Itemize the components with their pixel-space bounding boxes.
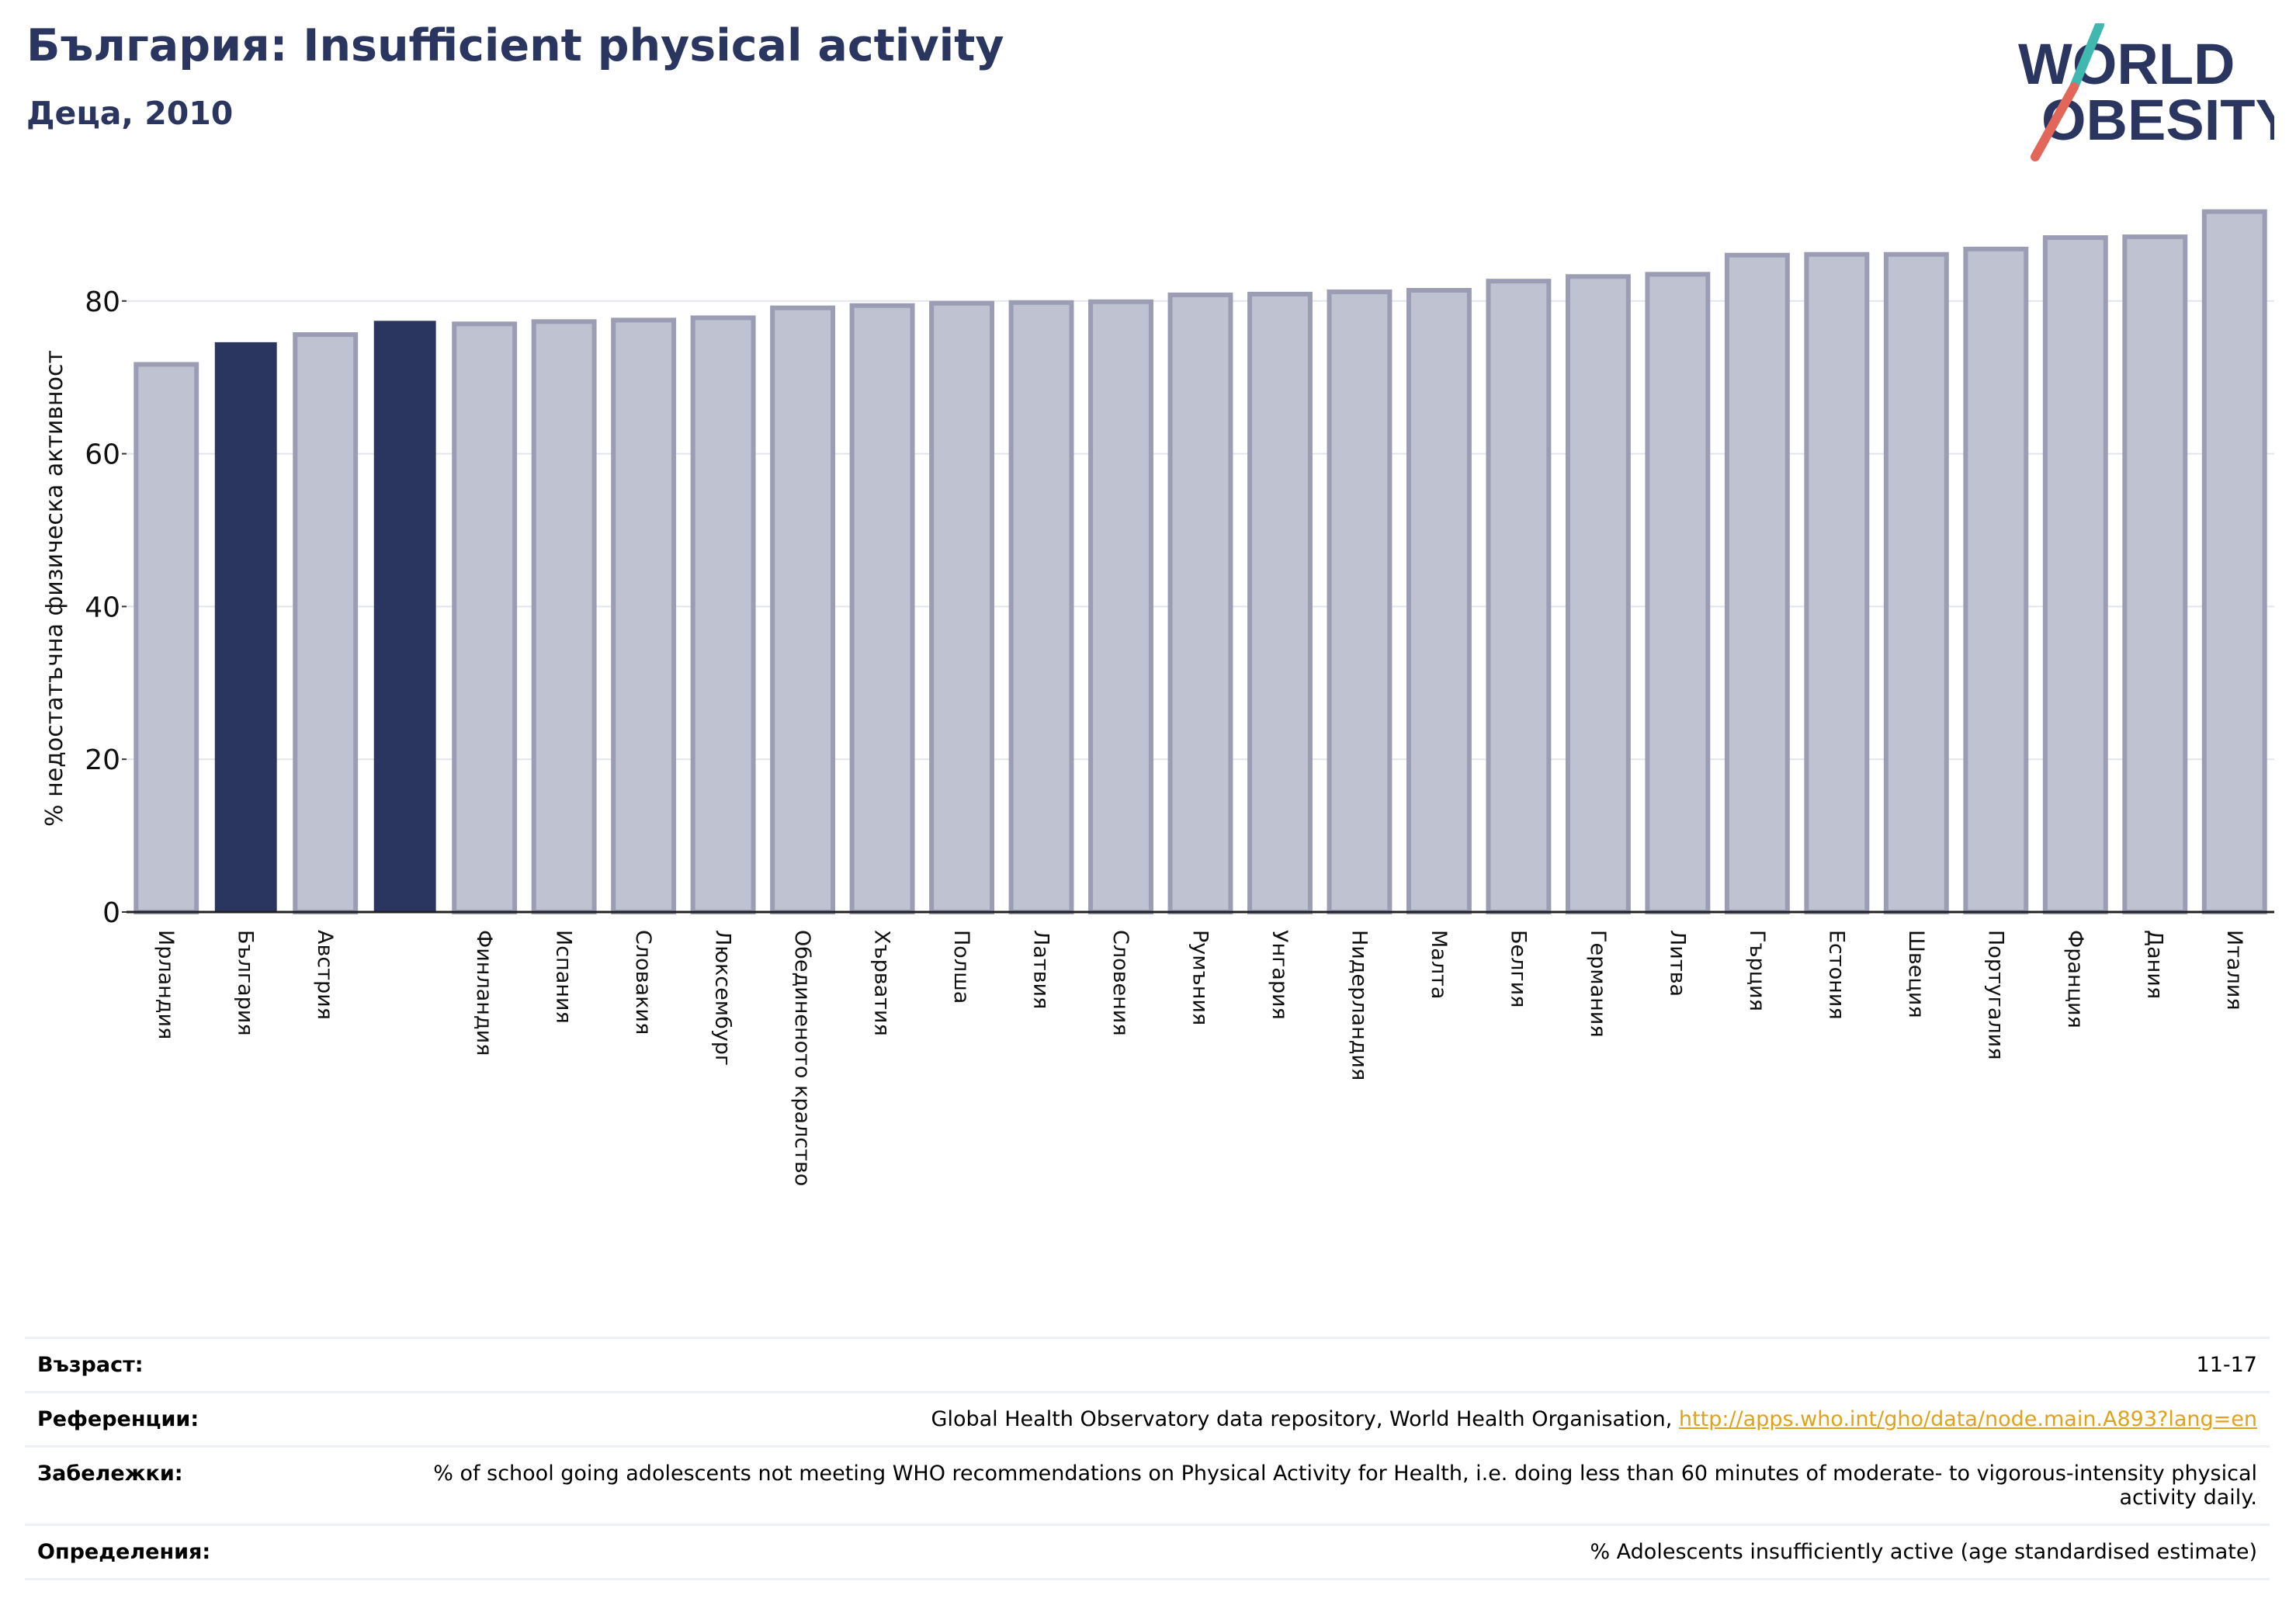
- y-tick-label: 20: [85, 744, 120, 776]
- x-tick-label: Ирландия: [154, 930, 178, 1039]
- x-tick-label: Гърция: [1745, 930, 1769, 1011]
- logo-text-obesity: OBESITY: [2041, 88, 2274, 152]
- bar: [1088, 299, 1153, 914]
- y-axis-ticks: 0 20 40 60 80: [85, 286, 127, 929]
- x-tick-label: Унгария: [1268, 930, 1292, 1020]
- bar: [2042, 235, 2108, 914]
- x-tick-label: Франция: [2063, 930, 2087, 1028]
- info-row-references: Референции: Global Health Observatory da…: [25, 1391, 2270, 1448]
- logo-slash-bottom: [2031, 82, 2079, 161]
- bar: [849, 303, 915, 914]
- x-tick-label: Швеция: [1904, 930, 1928, 1018]
- y-tick-label: 40: [85, 591, 120, 623]
- definitions-label: Определения:: [25, 1524, 376, 1580]
- info-row-age: Възраст: 11-17: [25, 1337, 2270, 1393]
- bar: [2201, 209, 2267, 914]
- bar: [1247, 291, 1313, 915]
- chart-subtitle: Деца, 2010: [26, 95, 234, 132]
- info-row-notes: Забележки: % of school going adolescents…: [25, 1445, 2270, 1526]
- x-tick-label: Португалия: [1983, 930, 2007, 1059]
- x-tick-label: Финландия: [472, 930, 496, 1056]
- x-tick-label: Словения: [1108, 930, 1132, 1036]
- references-link[interactable]: http://apps.who.int/gho/data/node.main.A…: [1678, 1407, 2257, 1431]
- x-tick-label: Нидерландия: [1347, 930, 1371, 1080]
- bar: [531, 319, 597, 915]
- x-tick-label: Латвия: [1029, 930, 1053, 1009]
- bar: [1565, 274, 1631, 914]
- bar: [929, 300, 994, 914]
- bar: [1963, 246, 2029, 914]
- bars: [134, 209, 2267, 915]
- bar: [1406, 287, 1472, 914]
- notes-value: % of school going adolescents not meetin…: [376, 1445, 2270, 1526]
- x-tick-label: Хърватия: [870, 930, 894, 1036]
- logo-slash-top: [2069, 23, 2104, 92]
- x-tick-label: Люксембург: [711, 930, 735, 1066]
- x-tick-label: Германия: [1586, 930, 1610, 1038]
- x-tick-label: Полша: [949, 930, 973, 1004]
- world-obesity-logo: WORLD OBESITY: [2018, 23, 2274, 161]
- x-tick-label: Дания: [2142, 930, 2166, 999]
- age-label: Възраст:: [25, 1337, 376, 1393]
- definitions-value: % Adolescents insufficiently active (age…: [376, 1524, 2270, 1580]
- bar: [1645, 272, 1711, 914]
- x-tick-label: Естония: [1824, 930, 1848, 1020]
- bar-highlighted: [214, 342, 277, 913]
- bar: [1327, 289, 1393, 914]
- x-tick-label: Румъния: [1188, 930, 1212, 1025]
- y-axis-label: % недостатъчна физическа активност: [41, 350, 68, 827]
- references-value: Global Health Observatory data repositor…: [376, 1391, 2270, 1448]
- x-tick-label: България: [234, 930, 258, 1036]
- x-tick-label: Италия: [2222, 930, 2246, 1011]
- x-tick-label: Малта: [1427, 930, 1451, 999]
- y-tick-label: 60: [85, 439, 120, 471]
- bar: [1008, 300, 1074, 914]
- bar: [134, 362, 199, 915]
- notes-label: Забележки:: [25, 1445, 376, 1526]
- x-tick-label: Испания: [552, 930, 576, 1024]
- references-label: Референции:: [25, 1391, 376, 1448]
- references-text: Global Health Observatory data repositor…: [931, 1407, 1679, 1431]
- bar: [1486, 279, 1552, 914]
- bar: [293, 332, 359, 914]
- bar-highlighted: [373, 321, 436, 914]
- bar: [1804, 251, 1870, 914]
- info-row-definitions: Определения: % Adolescents insufficientl…: [25, 1524, 2270, 1580]
- x-tick-label: Литва: [1665, 930, 1689, 997]
- x-tick-label: Словакия: [631, 930, 655, 1035]
- bar: [690, 315, 756, 914]
- bar: [770, 305, 836, 915]
- x-tick-label: Обединеното кралство: [790, 930, 814, 1186]
- bar-chart: 0 20 40 60 80 Ирландия България Австрия Финланд…: [41, 209, 2274, 1186]
- chart-title: България: Insufficient physical activity: [26, 20, 1004, 71]
- bar: [1724, 252, 1790, 915]
- bar: [1167, 292, 1233, 914]
- y-tick-label: 0: [102, 897, 120, 929]
- bar: [1883, 251, 1949, 914]
- bar: [611, 317, 677, 915]
- y-tick-label: 80: [85, 286, 120, 318]
- bar: [452, 321, 518, 914]
- x-tick-label: Белгия: [1506, 930, 1530, 1007]
- logo-text-world: WORLD: [2018, 32, 2235, 96]
- x-axis-labels: Ирландия България Австрия Финландия Испания С…: [154, 930, 2246, 1186]
- x-tick-label: Австрия: [313, 930, 337, 1020]
- bar: [2122, 234, 2188, 914]
- age-value: 11-17: [376, 1337, 2270, 1393]
- info-table: Възраст: 11-17 Референции: Global Health…: [25, 1337, 2270, 1580]
